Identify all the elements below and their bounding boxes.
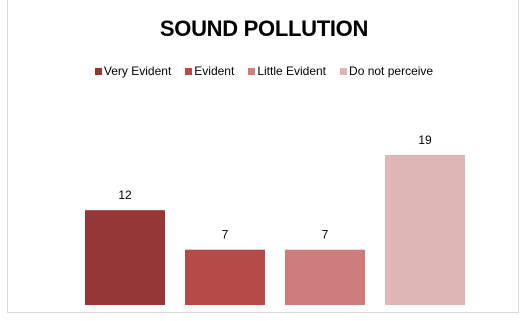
legend: Very Evident Evident Little Evident Do n… <box>8 64 520 78</box>
chart-title: SOUND POLLUTION <box>159 16 369 41</box>
bar-little-evident <box>285 249 365 305</box>
bar-do-not-perceive <box>385 154 465 305</box>
legend-entry-very-evident: Very Evident <box>94 64 172 78</box>
legend-swatch <box>248 67 256 75</box>
legend-entry-evident: Evident <box>185 64 234 78</box>
legend-label: Evident <box>194 64 235 78</box>
data-label: 7 <box>322 228 329 242</box>
bar-very-evident <box>85 210 165 305</box>
legend-entry-do-not-perceive: Do not perceive <box>340 64 433 78</box>
chart-area: SOUND POLLUTION Very Evident Evident Lit… <box>7 0 519 313</box>
data-label: 19 <box>418 133 432 147</box>
data-label: 12 <box>118 188 132 202</box>
legend-swatch <box>94 67 102 75</box>
legend-label: Do not perceive <box>349 64 434 78</box>
legend-swatch <box>185 67 193 75</box>
legend-entry-little-evident: Little Evident <box>248 64 326 78</box>
legend-label: Very Evident <box>103 64 172 78</box>
bar-evident <box>185 249 265 305</box>
legend-swatch <box>340 67 348 75</box>
legend-label: Little Evident <box>257 64 327 78</box>
data-label: 7 <box>222 228 229 242</box>
bar-plot: 12 7 7 19 <box>85 133 465 305</box>
